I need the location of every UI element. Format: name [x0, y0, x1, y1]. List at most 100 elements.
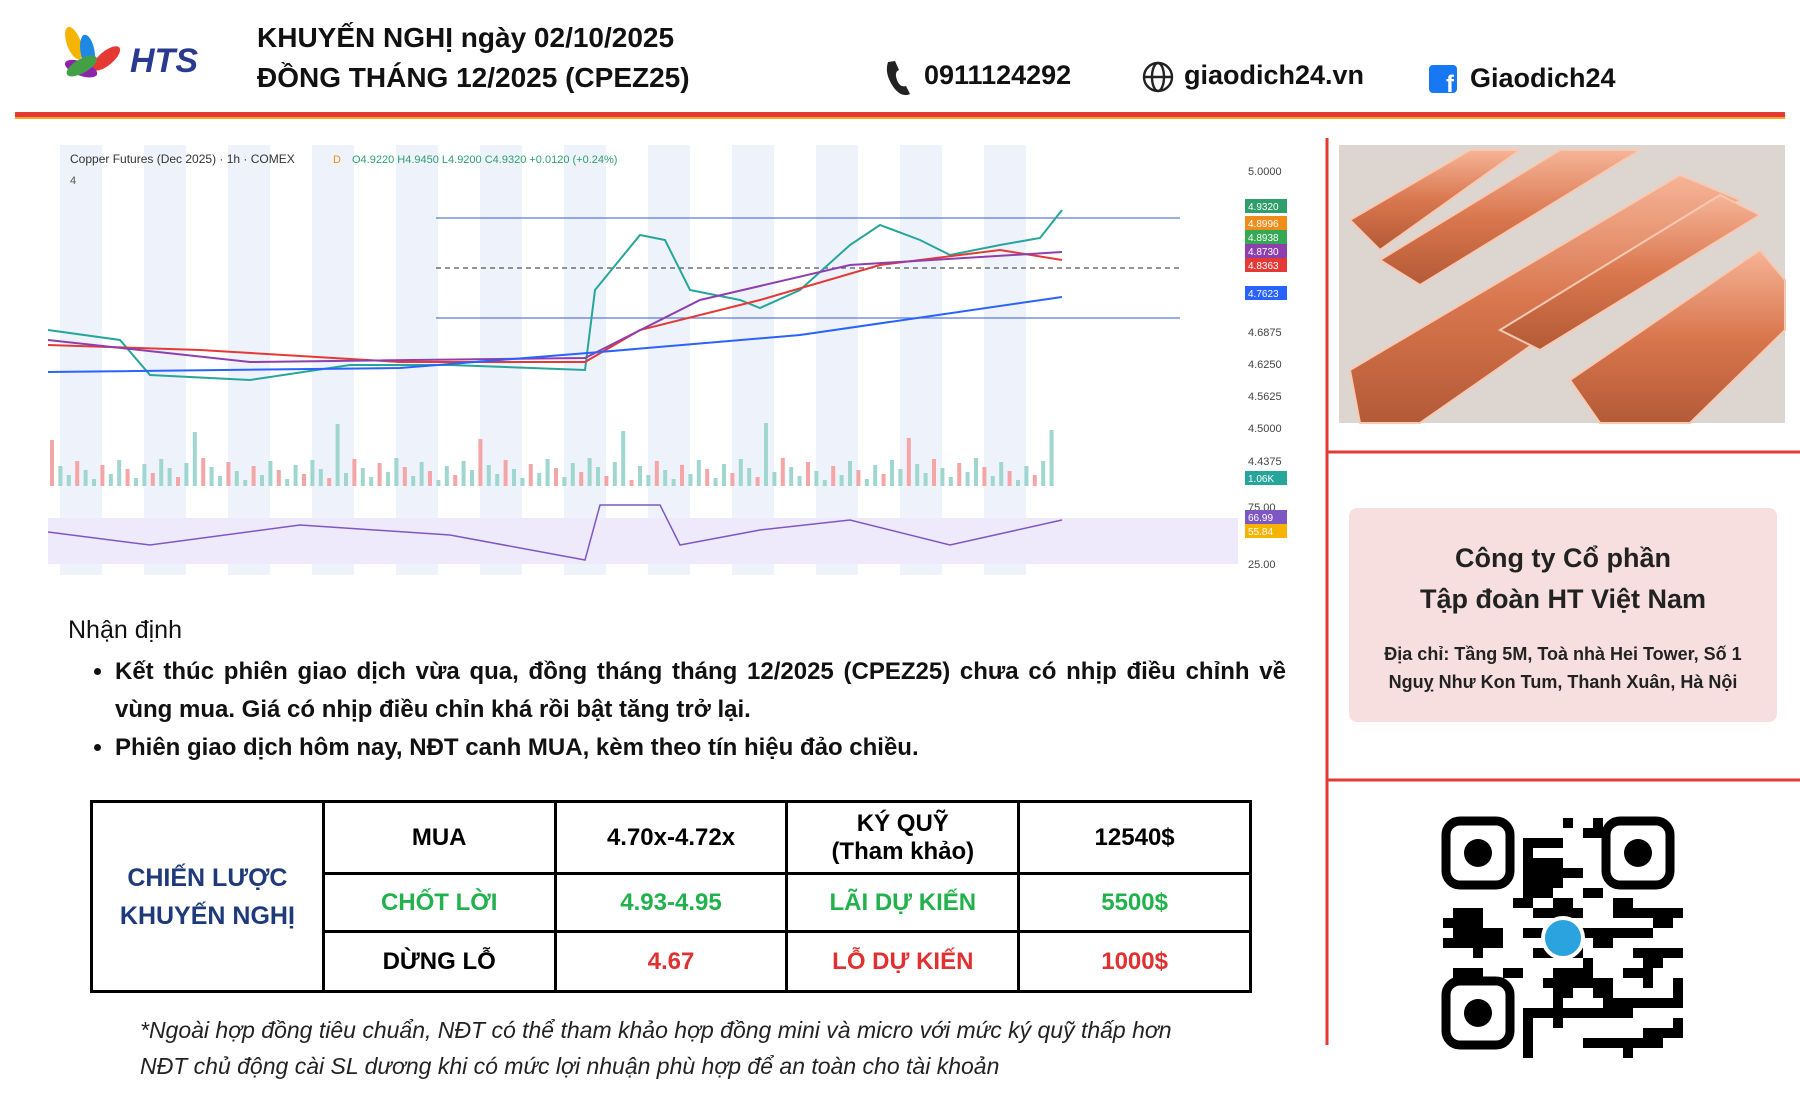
- volume-bar: [680, 465, 684, 486]
- session-band: [900, 145, 942, 575]
- qr-module: [1533, 1008, 1543, 1018]
- volume-bar: [1024, 466, 1029, 486]
- qr-module: [1633, 1038, 1643, 1048]
- session-band: [984, 145, 1026, 575]
- volume-bar: [50, 440, 54, 486]
- volume-bar: [1041, 461, 1046, 486]
- qr-module: [1553, 868, 1563, 878]
- volume-bar: [360, 468, 365, 486]
- volume-bar: [831, 466, 836, 486]
- volume-bar: [839, 475, 844, 486]
- qr-module: [1453, 968, 1463, 978]
- volume-bar: [134, 478, 138, 486]
- qr-module: [1603, 928, 1613, 938]
- volume-bar: [621, 431, 626, 486]
- price-tag: [1245, 199, 1287, 213]
- volume-bar: [1007, 471, 1012, 486]
- qr-module: [1643, 908, 1653, 918]
- qr-module: [1533, 858, 1543, 868]
- qr-finder: [1441, 976, 1515, 1050]
- volume-bar: [864, 479, 869, 486]
- qr-module: [1613, 1008, 1623, 1018]
- volume-bar: [276, 470, 281, 486]
- qr-module: [1523, 1008, 1533, 1018]
- qr-module: [1673, 978, 1683, 988]
- volume-bar: [772, 472, 777, 486]
- qr-module: [1543, 908, 1553, 918]
- chart-ohlc: O4.9220 H4.9450 L4.9200 C4.9320 +0.0120 …: [352, 154, 617, 166]
- qr-module: [1523, 858, 1533, 868]
- qr-module: [1543, 838, 1553, 848]
- qr-module: [1563, 1008, 1573, 1018]
- qr-module: [1543, 978, 1553, 988]
- qr-module: [1583, 978, 1593, 988]
- volume-bar: [570, 463, 575, 486]
- qr-module: [1553, 988, 1563, 998]
- qr-module: [1623, 908, 1633, 918]
- price-tag-text: 4.8363: [1248, 261, 1279, 272]
- price-tag: [1245, 258, 1287, 272]
- qr-module: [1623, 928, 1633, 938]
- qr-module: [1523, 1038, 1533, 1048]
- qr-module: [1593, 1008, 1603, 1018]
- axis-label: 4.5000: [1248, 423, 1282, 435]
- globe-icon: [1142, 61, 1174, 93]
- volume-bar: [344, 473, 348, 486]
- strategy-cell: CHIẾN LƯỢC KHUYẾN NGHỊ: [90, 800, 325, 993]
- volume-bar: [470, 470, 474, 486]
- ma-line: [47, 296, 1063, 373]
- volume-bar: [1016, 480, 1020, 486]
- price-tag: [1245, 244, 1287, 258]
- qr-module: [1503, 968, 1513, 978]
- session-band: [732, 145, 774, 575]
- qr-module: [1553, 978, 1563, 988]
- qr-module: [1603, 988, 1613, 998]
- qr-module: [1463, 928, 1473, 938]
- qr-module: [1583, 958, 1593, 968]
- volume-bar: [974, 458, 978, 486]
- qr-module: [1653, 918, 1663, 928]
- volume-bar: [629, 480, 634, 486]
- price-tag-text: 4.9320: [1248, 202, 1279, 213]
- price-tag-text: 66.99: [1248, 513, 1273, 524]
- axis-label: 4.4375: [1248, 456, 1282, 468]
- qr-module: [1563, 968, 1573, 978]
- analysis-heading: Nhận định: [68, 616, 182, 644]
- volume-bar: [1032, 475, 1037, 486]
- qr-module: [1553, 1008, 1563, 1018]
- axis-label: 25.00: [1248, 559, 1276, 571]
- qr-module: [1443, 918, 1453, 928]
- indicator-count: 4: [70, 175, 76, 187]
- volume-bar: [495, 474, 500, 486]
- qr-module: [1633, 928, 1643, 938]
- volume-bar: [806, 462, 810, 486]
- qr-module: [1653, 908, 1663, 918]
- volume-bar: [234, 471, 239, 486]
- qr-module: [1473, 968, 1483, 978]
- volume-bar: [285, 479, 290, 486]
- qr-module: [1523, 928, 1533, 938]
- cell: 5500$: [1017, 872, 1252, 933]
- volume-bar: [722, 464, 726, 486]
- qr-module: [1443, 938, 1453, 948]
- qr-module: [1593, 1038, 1603, 1048]
- volume-bar: [352, 459, 357, 486]
- volume-bar: [251, 466, 256, 486]
- price-tag-text: 4.7623: [1248, 289, 1279, 300]
- website: giaodich24.vn: [1184, 60, 1365, 90]
- volume-bar: [125, 469, 130, 486]
- qr-module: [1523, 1018, 1533, 1028]
- volume-bar: [100, 465, 105, 486]
- company-name: Tập đoàn HT Việt Nam: [1419, 584, 1707, 614]
- volume-bar: [663, 470, 668, 486]
- qr-module: [1623, 1008, 1633, 1018]
- volume-bar: [1049, 430, 1054, 486]
- qr-module: [1593, 928, 1603, 938]
- chart-title: Copper Futures (Dec 2025) · 1h · COMEX: [70, 152, 295, 166]
- qr-module: [1473, 918, 1483, 928]
- note: NĐT chủ động cài SL dương khi có mức lợi…: [140, 1053, 1000, 1079]
- bullet: Phiên giao dịch hôm nay, NĐT canh MUA, k…: [115, 729, 1286, 767]
- qr-module: [1543, 1008, 1553, 1018]
- qr-module: [1553, 1018, 1563, 1028]
